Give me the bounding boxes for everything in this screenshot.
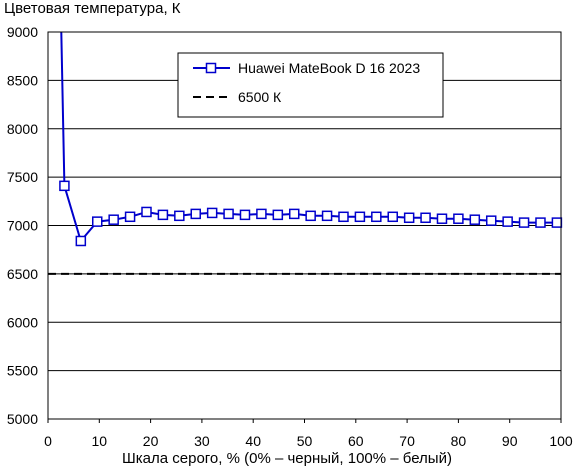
legend-label-huawei: Huawei MateBook D 16 2023 — [238, 60, 420, 76]
x-tick-label-90: 90 — [502, 433, 518, 449]
data-point — [124, 211, 136, 223]
y-tick-label-9000: 9000 — [7, 24, 38, 40]
data-point — [108, 214, 119, 225]
y-tick-label-8500: 8500 — [7, 72, 38, 88]
y-tick-label-7000: 7000 — [7, 218, 38, 234]
data-point — [469, 214, 481, 225]
chart-title: Цветовая температура, К — [4, 0, 181, 17]
data-point — [403, 212, 415, 224]
x-tick-label-10: 10 — [92, 433, 108, 449]
data-point — [518, 217, 530, 228]
x-tick-label-80: 80 — [451, 433, 467, 449]
data-point — [256, 208, 267, 220]
data-point — [75, 235, 87, 247]
data-point — [59, 180, 70, 192]
data-point — [239, 209, 251, 221]
data-point — [321, 210, 333, 222]
x-axis-label: Шкала серого, % (0% – черный, 100% – бел… — [122, 450, 452, 467]
y-tick-label-5500: 5500 — [7, 363, 38, 379]
data-point — [223, 208, 234, 220]
data-point — [485, 215, 497, 226]
x-tick-label-60: 60 — [348, 433, 364, 449]
y-tick-label-6000: 6000 — [7, 314, 38, 330]
y-tick-label-8000: 8000 — [7, 121, 38, 137]
data-point — [305, 210, 316, 222]
data-point — [288, 208, 300, 220]
legend: Huawei MateBook D 16 2023 6500 К — [177, 52, 444, 118]
y-axis-ticks: 5000 5500 6000 6500 7000 7500 8000 8500 9000 — [7, 24, 38, 427]
data-point — [141, 206, 152, 218]
data-point — [338, 211, 349, 223]
data-point — [91, 216, 103, 227]
data-point — [174, 210, 185, 222]
x-tick-label-40: 40 — [245, 433, 261, 449]
legend-label-6500k: 6500 К — [238, 89, 282, 105]
x-tick-label-20: 20 — [143, 433, 159, 449]
data-point — [206, 207, 218, 219]
x-axis-ticks: 0 10 20 30 40 50 60 70 80 90 100 — [44, 419, 573, 449]
x-tick-label-0: 0 — [44, 433, 52, 449]
data-point — [272, 209, 284, 221]
data-point — [502, 216, 513, 227]
legend-box — [177, 52, 444, 118]
x-tick-label-70: 70 — [399, 433, 415, 449]
x-tick-label-50: 50 — [297, 433, 313, 449]
series-layer — [59, 31, 563, 247]
data-point — [157, 209, 169, 221]
data-point — [551, 217, 563, 228]
data-point — [354, 211, 366, 223]
data-point — [190, 208, 201, 220]
legend-swatch-marker-huawei — [205, 62, 217, 74]
x-tick-label-30: 30 — [194, 433, 210, 449]
data-point — [436, 213, 448, 224]
gridlines — [48, 79, 561, 372]
data-point — [420, 212, 431, 224]
y-tick-label-5000: 5000 — [7, 411, 38, 427]
y-tick-label-6500: 6500 — [7, 266, 38, 282]
data-point — [453, 213, 464, 224]
data-point — [535, 217, 546, 228]
x-tick-label-100: 100 — [549, 433, 573, 449]
data-point — [371, 211, 382, 223]
y-tick-label-7500: 7500 — [7, 169, 38, 185]
data-point — [387, 211, 398, 223]
